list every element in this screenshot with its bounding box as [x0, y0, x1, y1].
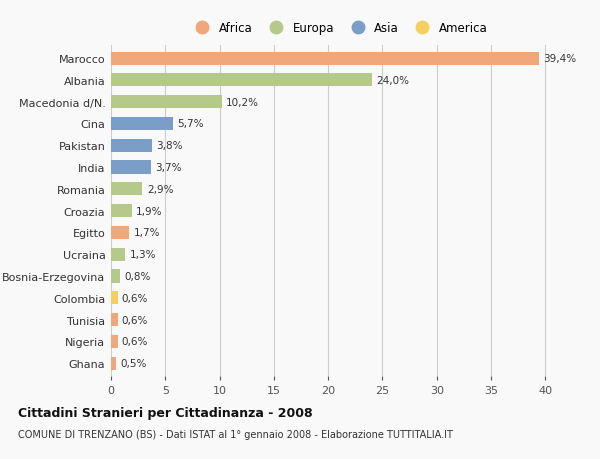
Text: 0,6%: 0,6%: [122, 293, 148, 303]
Bar: [111, 357, 116, 370]
Bar: [111, 183, 142, 196]
Bar: [111, 335, 118, 348]
Text: Cittadini Stranieri per Cittadinanza - 2008: Cittadini Stranieri per Cittadinanza - 2…: [18, 406, 313, 419]
Text: 3,7%: 3,7%: [155, 162, 182, 173]
Text: 0,6%: 0,6%: [122, 315, 148, 325]
Bar: [111, 291, 118, 305]
Bar: [111, 118, 173, 131]
Bar: [111, 248, 125, 261]
Legend: Africa, Europa, Asia, America: Africa, Europa, Asia, America: [187, 19, 491, 39]
Bar: [111, 96, 222, 109]
Text: 10,2%: 10,2%: [226, 97, 259, 107]
Bar: [111, 313, 118, 326]
Bar: [111, 270, 119, 283]
Text: 0,6%: 0,6%: [122, 336, 148, 347]
Text: 3,8%: 3,8%: [157, 141, 183, 151]
Bar: [111, 140, 152, 152]
Text: 2,9%: 2,9%: [147, 185, 173, 195]
Text: 1,7%: 1,7%: [134, 228, 160, 238]
Bar: [111, 226, 130, 240]
Text: 24,0%: 24,0%: [376, 76, 409, 86]
Text: 1,9%: 1,9%: [136, 206, 163, 216]
Bar: [111, 74, 371, 87]
Text: 5,7%: 5,7%: [177, 119, 204, 129]
Text: 39,4%: 39,4%: [543, 54, 576, 64]
Text: 1,3%: 1,3%: [130, 250, 156, 260]
Text: COMUNE DI TRENZANO (BS) - Dati ISTAT al 1° gennaio 2008 - Elaborazione TUTTITALI: COMUNE DI TRENZANO (BS) - Dati ISTAT al …: [18, 429, 453, 439]
Text: 0,5%: 0,5%: [121, 358, 147, 368]
Bar: [111, 205, 131, 218]
Text: 0,8%: 0,8%: [124, 271, 151, 281]
Bar: [111, 52, 539, 66]
Bar: [111, 161, 151, 174]
